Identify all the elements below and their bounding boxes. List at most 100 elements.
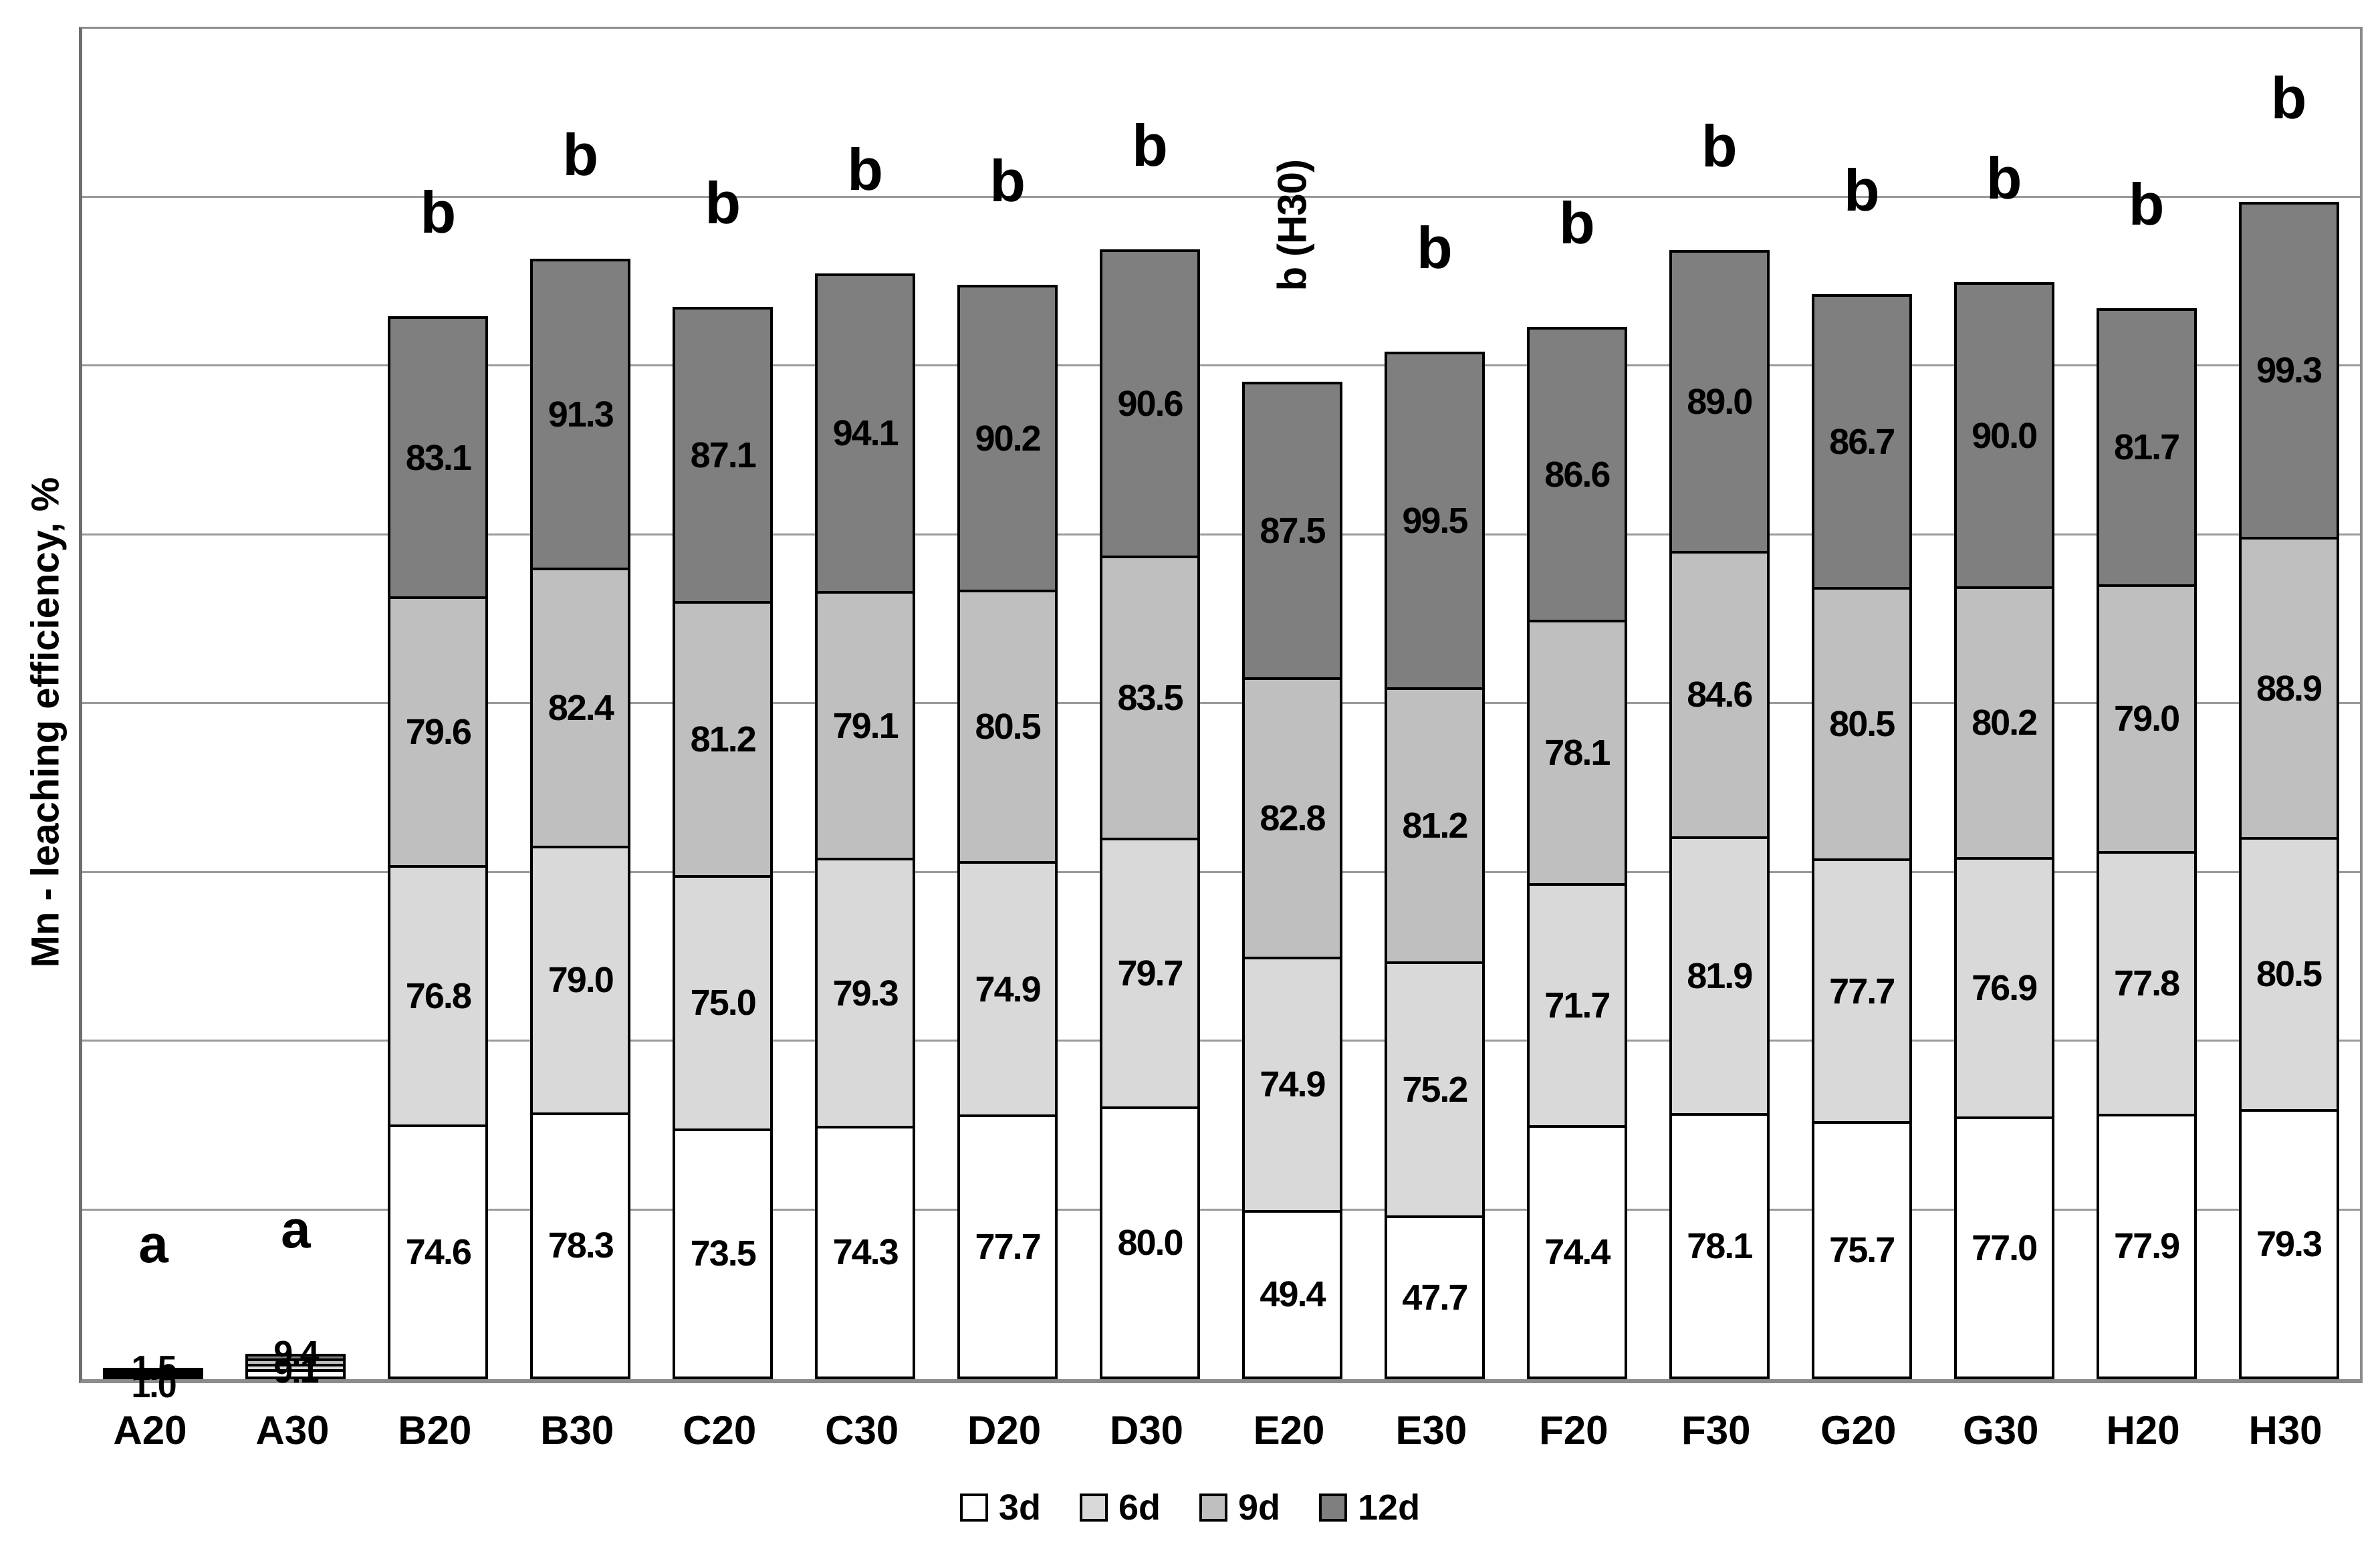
significance-label-F30: b [1701,113,1738,180]
segment-C30-12d: 94.1 [815,273,916,594]
segment-B30-6d: 79.0 [530,845,631,1115]
legend-item-6d: 6d [1079,1487,1161,1528]
significance-label-B20: b [420,178,457,245]
segment-F20-3d: 74.4 [1526,1125,1627,1379]
x-axis-label-G30: G30 [1962,1408,2039,1453]
stacked-bar-H20: 77.9 77.8 79.0 81.7 [2096,308,2197,1379]
column-B20: b 74.6 76.8 79.6 83.1 [367,29,509,1379]
value-label-D30-3d: 80.0 [1117,1223,1183,1263]
segment-D30-3d: 80.0 [1100,1106,1201,1379]
stacked-bar-G20: 75.7 77.7 80.5 86.7 [1811,293,1912,1379]
segment-B30-9d: 82.4 [530,567,631,848]
significance-label-G30: b [1986,145,2022,212]
stacked-bar-A30: 9.4 9.1 [245,1336,346,1389]
legend-item-12d: 12d [1319,1489,1420,1526]
value-label-D20-3d: 77.7 [975,1226,1042,1267]
segment-D30-6d: 79.7 [1100,837,1201,1109]
x-axis-label-C30: C30 [825,1408,899,1453]
stacked-bar-D20: 77.7 74.9 80.5 90.2 [957,285,1058,1379]
segment-H30-3d: 79.3 [2238,1108,2339,1379]
segment-G20-12d: 86.7 [1811,293,1912,590]
segment-C20-6d: 75.0 [673,875,774,1131]
overlapping-label-A20-0: 1.5 [131,1349,176,1389]
legend-item-3d: 3d [959,1487,1041,1528]
value-label-H20-6d: 77.8 [2114,963,2180,1004]
value-label-D30-6d: 79.7 [1117,953,1183,993]
segment-A30-12d [245,1353,346,1362]
value-label-H20-3d: 77.9 [2114,1226,2180,1267]
value-label-F20-6d: 71.7 [1544,985,1611,1026]
x-axis-label-E30: E30 [1395,1408,1467,1453]
segment-E30-12d: 99.5 [1384,351,1485,691]
segment-E30-9d: 81.2 [1384,687,1485,965]
value-label-B30-9d: 82.4 [548,687,614,728]
stacked-bar-G30: 77.0 76.9 80.2 90.0 [1953,282,2054,1379]
segment-G20-9d: 80.5 [1811,586,1912,862]
segment-E20-12d: 87.5 [1241,382,1342,681]
segment-E20-9d: 82.8 [1241,677,1342,960]
column-C30: b 74.3 79.3 79.1 94.1 [794,29,937,1379]
segment-G20-6d: 77.7 [1811,858,1912,1124]
value-label-B20-12d: 83.1 [405,437,472,478]
legend-swatch-6d [1079,1494,1108,1522]
segment-B30-12d: 91.3 [530,259,631,570]
column-H20: b 77.9 77.8 79.0 81.7 [2075,29,2218,1379]
value-label-G20-6d: 77.7 [1829,971,1895,1011]
segment-G30-3d: 77.0 [1953,1116,2054,1379]
column-D30: b 80.0 79.7 83.5 90.6 [1079,29,1221,1379]
significance-label-A30: a [281,1199,311,1259]
segment-D20-3d: 77.7 [957,1114,1058,1379]
legend: 3d 6d 9d 12d [0,1489,2380,1526]
column-D20: b 77.7 74.9 80.5 90.2 [937,29,1079,1379]
value-label-G30-12d: 90.0 [1972,415,2038,456]
value-label-F20-3d: 74.4 [1544,1232,1611,1273]
stacked-bar-H30: 79.3 80.5 88.9 99.3 [2238,201,2339,1379]
stacked-bar-F20: 74.4 71.7 78.1 86.6 [1526,327,1627,1379]
x-axis-label-D30: D30 [1109,1408,1184,1453]
segment-C30-9d: 79.1 [815,590,916,861]
x-axis-label-B30: B30 [540,1408,614,1453]
segment-B20-12d: 83.1 [388,316,489,600]
value-label-C30-12d: 94.1 [832,413,899,454]
value-label-D30-9d: 83.5 [1117,677,1183,718]
value-label-G20-9d: 80.5 [1829,704,1895,745]
value-label-F20-9d: 78.1 [1544,733,1611,773]
column-F30: b 78.1 81.9 84.6 89.0 [1648,29,1790,1379]
segment-F30-6d: 81.9 [1669,836,1770,1116]
value-label-C20-3d: 73.5 [690,1233,757,1274]
x-axis-label-B20: B20 [398,1408,472,1453]
segment-G30-9d: 80.2 [1953,586,2054,860]
x-axis-label-A30: A30 [255,1408,330,1453]
x-axis-label-C20: C20 [683,1408,757,1453]
segment-H20-12d: 81.7 [2096,308,2197,587]
column-E30: b 47.7 75.2 81.2 99.5 [1363,29,1506,1379]
gridline-350 [82,195,2360,198]
significance-label-H30: b [2270,64,2307,131]
legend-label-12d: 12d [1358,1487,1421,1528]
segment-B20-9d: 79.6 [388,596,489,868]
segment-F30-9d: 84.6 [1669,550,1770,839]
value-label-E30-12d: 99.5 [1402,501,1468,542]
value-label-H20-12d: 81.7 [2114,427,2180,468]
gridline-100 [82,1040,2360,1042]
segment-E30-3d: 47.7 [1384,1215,1485,1379]
segment-H30-9d: 88.9 [2238,537,2339,840]
y-axis-title: Mn - leaching efficiency, % [5,428,86,1016]
value-label-H30-3d: 79.3 [2256,1223,2323,1264]
column-A30: a 9.4 9.1 [225,29,367,1389]
column-H30: b 79.3 80.5 88.9 99.3 [2218,29,2360,1379]
value-label-C20-9d: 81.2 [690,719,757,760]
y-axis-title-text: Mn - leaching efficiency, % [23,477,68,967]
column-G20: b 75.7 77.7 80.5 86.7 [1790,29,1933,1379]
x-axis-label-G20: G20 [1820,1408,1897,1453]
legend-label-6d: 6d [1118,1487,1161,1528]
value-label-E30-9d: 81.2 [1402,806,1468,846]
legend-label-3d: 3d [998,1487,1041,1528]
value-label-F20-12d: 86.6 [1544,455,1611,495]
segment-G30-6d: 76.9 [1953,856,2054,1120]
significance-label-C30: b [847,136,884,203]
value-label-F30-6d: 81.9 [1687,955,1753,996]
value-label-E20-6d: 74.9 [1260,1064,1326,1105]
segment-A20-12d [103,1367,204,1373]
value-label-H30-9d: 88.9 [2256,668,2323,709]
